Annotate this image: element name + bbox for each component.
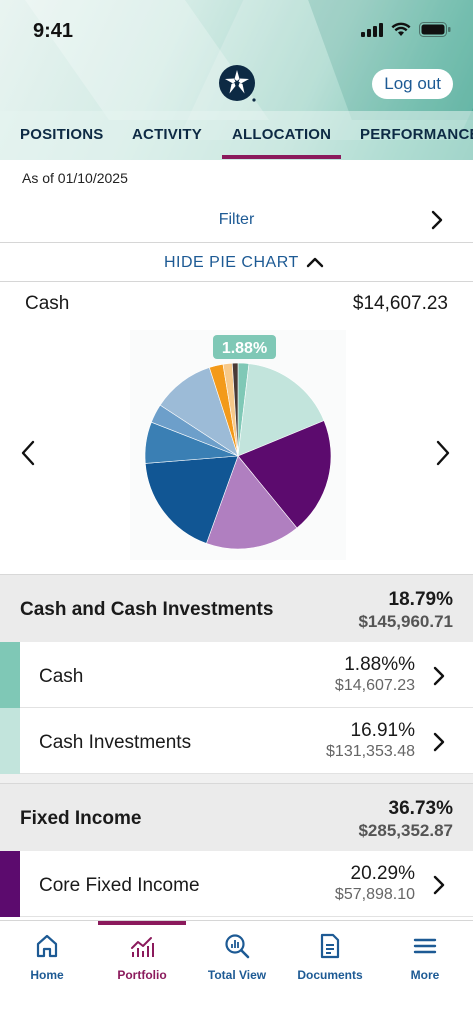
- filter-label: Filter: [218, 211, 255, 228]
- allocation-row-cash[interactable]: Cash 1.88%% $14,607.23: [0, 642, 473, 708]
- nav-more[interactable]: More: [378, 931, 472, 982]
- pie-toggle-label: HIDE PIE CHART: [164, 254, 299, 271]
- nav-label: Home: [30, 968, 64, 982]
- row-color-swatch: [0, 642, 20, 708]
- nav-documents[interactable]: Documents: [283, 931, 377, 982]
- row-color-swatch: [0, 708, 20, 774]
- chevron-right-icon: [433, 732, 445, 752]
- group-amount: $285,352.87: [358, 821, 453, 840]
- portfolio-chart-icon: [131, 937, 154, 957]
- row-name: Cash Investments: [39, 732, 192, 753]
- chevron-up-icon: [306, 257, 324, 268]
- group-header-fixed-income: Fixed Income 36.73% $285,352.87: [0, 783, 473, 851]
- selected-slice-name: Cash: [25, 293, 70, 314]
- group-name: Fixed Income: [20, 808, 142, 829]
- tab-bar: POSITIONS ACTIVITY ALLOCATION PERFORMANC…: [0, 111, 473, 160]
- nav-home[interactable]: Home: [0, 931, 94, 982]
- status-icons: [361, 22, 451, 37]
- group-percent: 36.73%: [388, 798, 453, 819]
- tab-positions[interactable]: POSITIONS: [20, 126, 104, 143]
- battery-icon: [419, 22, 451, 37]
- tab-performance[interactable]: PERFORMANCE: [360, 126, 473, 143]
- chevron-left-icon[interactable]: [20, 440, 36, 466]
- pie-chart-svg: 1.88%: [130, 330, 346, 560]
- home-icon: [36, 934, 58, 958]
- logout-button[interactable]: Log out: [372, 69, 453, 99]
- allocation-pie-chart[interactable]: 1.88%: [130, 330, 346, 560]
- brand-logo-icon: [219, 65, 256, 102]
- chevron-right-icon: [433, 666, 445, 686]
- nav-label: More: [410, 968, 440, 982]
- filter-row[interactable]: Filter: [0, 198, 473, 243]
- group-amount: $145,960.71: [358, 612, 453, 631]
- row-amount: $131,353.48: [326, 743, 415, 760]
- row-percent: 20.29%: [350, 863, 415, 884]
- status-time: 9:41: [33, 20, 74, 42]
- nav-label: Portfolio: [117, 968, 167, 982]
- pie-toggle-row[interactable]: HIDE PIE CHART: [0, 244, 473, 282]
- tab-allocation[interactable]: ALLOCATION: [232, 126, 332, 143]
- row-name: Cash: [39, 666, 84, 687]
- row-percent: 16.91%: [350, 720, 415, 741]
- nav-active-indicator: [98, 921, 186, 925]
- group-header-cash: Cash and Cash Investments 18.79% $145,96…: [0, 574, 473, 642]
- tab-active-indicator: [222, 155, 341, 159]
- row-amount: $14,607.23: [334, 677, 415, 694]
- allocation-row-core-fixed-income[interactable]: Core Fixed Income 20.29% $57,898.10: [0, 851, 473, 917]
- selected-slice-value: $14,607.23: [352, 293, 448, 314]
- bottom-nav: Home Portfolio Total View Docume: [0, 920, 473, 1024]
- pie-callout-label: 1.88%: [222, 340, 267, 357]
- group-name: Cash and Cash Investments: [20, 599, 274, 620]
- pie-slice-1[interactable]: [237, 363, 325, 457]
- status-bar: 9:41: [0, 0, 473, 60]
- document-icon: [320, 933, 340, 959]
- row-color-swatch: [0, 851, 20, 917]
- app-header: 9:41: [0, 0, 473, 160]
- tab-activity[interactable]: ACTIVITY: [132, 126, 202, 143]
- pie-callout: 1.88%: [213, 335, 276, 359]
- as-of-date: As of 01/10/2025: [22, 170, 128, 186]
- pie-slice-10[interactable]: [231, 362, 239, 457]
- group-spacer: [0, 774, 473, 784]
- magnify-chart-icon: [225, 934, 250, 959]
- menu-icon: [413, 938, 437, 954]
- pie-slice-2[interactable]: [237, 420, 332, 529]
- pie-slice-3[interactable]: [206, 455, 298, 550]
- row-percent: 1.88%%: [344, 654, 415, 675]
- allocation-row-cash-investments[interactable]: Cash Investments 16.91% $131,353.48: [0, 708, 473, 774]
- nav-portfolio[interactable]: Portfolio: [95, 931, 189, 982]
- row-amount: $57,898.10: [334, 886, 415, 903]
- row-name: Core Fixed Income: [39, 875, 200, 896]
- signal-icon: [361, 22, 383, 37]
- pie-slice-4[interactable]: [144, 455, 239, 544]
- chevron-right-icon[interactable]: [435, 440, 451, 466]
- group-percent: 18.79%: [388, 589, 453, 610]
- wifi-icon: [391, 22, 411, 36]
- nav-label: Total View: [207, 968, 267, 982]
- nav-total-view[interactable]: Total View: [190, 931, 284, 982]
- chevron-right-icon: [431, 210, 443, 230]
- nav-label: Documents: [297, 968, 363, 982]
- chevron-right-icon: [433, 875, 445, 895]
